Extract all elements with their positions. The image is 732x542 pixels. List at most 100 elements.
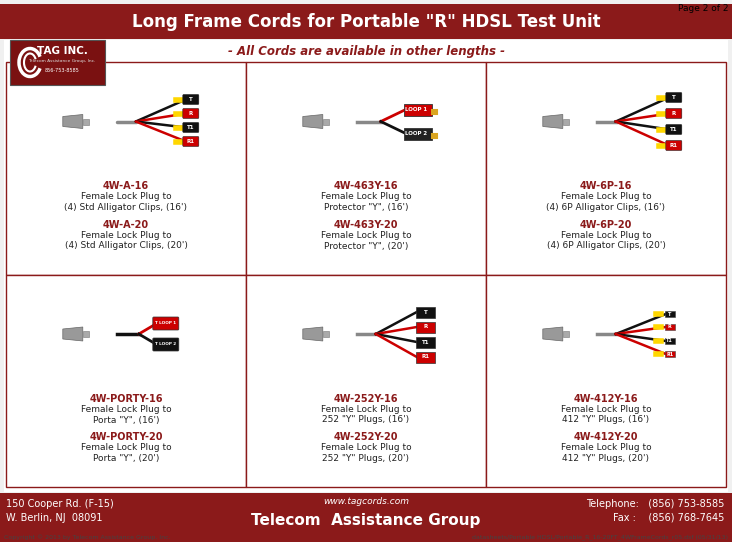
Text: Female Lock Plug to: Female Lock Plug to (561, 192, 651, 201)
Text: Female Lock Plug to: Female Lock Plug to (81, 443, 171, 452)
Text: Female Lock Plug to: Female Lock Plug to (561, 443, 651, 452)
Text: Page 2 of 2: Page 2 of 2 (678, 4, 728, 13)
Text: R: R (424, 325, 428, 330)
Text: Female Lock Plug to: Female Lock Plug to (321, 443, 411, 452)
FancyBboxPatch shape (183, 122, 199, 132)
Text: 150 Cooper Rd. (F-15): 150 Cooper Rd. (F-15) (6, 499, 113, 509)
Text: R: R (668, 325, 672, 330)
Text: Porta "Y", (16'): Porta "Y", (16') (93, 416, 160, 424)
Text: (4) Std Alligator Clips, (20'): (4) Std Alligator Clips, (20') (64, 242, 187, 250)
Bar (83, 331, 89, 337)
Bar (4, 40, 728, 492)
Polygon shape (303, 327, 323, 341)
Bar (486, 274, 726, 487)
FancyBboxPatch shape (665, 311, 675, 317)
Text: 252 "Y" Plugs, (16'): 252 "Y" Plugs, (16') (322, 416, 410, 424)
Text: 4W-412Y-16: 4W-412Y-16 (574, 393, 638, 403)
Bar (0, 493, 732, 542)
Text: T1: T1 (422, 339, 430, 345)
Text: T: T (668, 312, 671, 317)
Text: 4W-412Y-20: 4W-412Y-20 (574, 432, 638, 442)
Text: Telecom Assistance Group, Inc.: Telecom Assistance Group, Inc. (29, 59, 96, 63)
FancyBboxPatch shape (417, 321, 436, 332)
Bar (563, 119, 569, 125)
Text: R: R (672, 111, 676, 116)
Bar (486, 62, 726, 274)
FancyBboxPatch shape (417, 352, 436, 363)
Bar (563, 331, 569, 337)
Polygon shape (303, 114, 323, 128)
Text: 412 "Y" Plugs, (20'): 412 "Y" Plugs, (20') (562, 454, 649, 463)
FancyBboxPatch shape (404, 104, 432, 115)
Text: (4) 6P Alligator Clips, (20'): (4) 6P Alligator Clips, (20') (547, 242, 665, 250)
FancyBboxPatch shape (153, 317, 179, 330)
Text: 4W-252Y-20: 4W-252Y-20 (334, 432, 398, 442)
Bar (83, 119, 89, 125)
Bar (10, 40, 105, 85)
Text: Female Lock Plug to: Female Lock Plug to (321, 404, 411, 414)
FancyBboxPatch shape (417, 337, 436, 347)
FancyBboxPatch shape (666, 125, 681, 134)
Text: www.tagcords.com: www.tagcords.com (323, 498, 409, 507)
Polygon shape (543, 114, 563, 128)
Text: 4W-463Y-16: 4W-463Y-16 (334, 181, 398, 191)
Polygon shape (63, 327, 83, 341)
FancyBboxPatch shape (153, 338, 179, 351)
Text: T LOOP 2: T LOOP 2 (155, 342, 176, 346)
FancyBboxPatch shape (665, 338, 675, 344)
Bar (323, 331, 329, 337)
Text: 252 "Y" Plugs, (20'): 252 "Y" Plugs, (20') (323, 454, 409, 463)
Text: Telecom  Assistance Group: Telecom Assistance Group (251, 513, 481, 527)
Text: 4W-A-16: 4W-A-16 (103, 181, 149, 191)
Text: LOOP 1: LOOP 1 (405, 107, 427, 112)
Text: T1: T1 (670, 127, 678, 132)
FancyBboxPatch shape (666, 108, 681, 119)
Text: 412 "Y" Plugs, (16'): 412 "Y" Plugs, (16') (562, 416, 649, 424)
Text: 4W-6P-16: 4W-6P-16 (580, 181, 632, 191)
Text: Protector "Y", (20'): Protector "Y", (20') (324, 242, 408, 250)
FancyBboxPatch shape (665, 351, 675, 357)
Text: 856-753-8585: 856-753-8585 (45, 68, 79, 74)
Text: datasheets/Portable HDSL/Portable_R_16-20FT_4WFrameCords_r05.dsf (05/31/13): datasheets/Portable HDSL/Portable_R_16-2… (472, 534, 728, 540)
Text: TAG INC.: TAG INC. (37, 46, 87, 56)
FancyBboxPatch shape (417, 306, 436, 318)
Text: T: T (672, 95, 676, 100)
Bar (6, 62, 246, 274)
Text: Female Lock Plug to: Female Lock Plug to (321, 230, 411, 240)
Text: R1: R1 (187, 139, 195, 144)
Text: Long Frame Cords for Portable "R" HDSL Test Unit: Long Frame Cords for Portable "R" HDSL T… (132, 13, 600, 31)
Text: Female Lock Plug to: Female Lock Plug to (81, 230, 171, 240)
Text: T: T (189, 97, 193, 102)
Text: T1: T1 (187, 125, 195, 130)
Text: - All Cords are available in other lengths -: - All Cords are available in other lengt… (228, 46, 504, 59)
Text: 4W-PORTY-16: 4W-PORTY-16 (89, 393, 163, 403)
Bar (6, 274, 246, 487)
Text: W. Berlin, NJ  08091: W. Berlin, NJ 08091 (6, 513, 102, 523)
Text: Telephone:   (856) 753-8585: Telephone: (856) 753-8585 (586, 499, 724, 509)
Text: LOOP 2: LOOP 2 (405, 131, 427, 136)
Text: Female Lock Plug to: Female Lock Plug to (81, 404, 171, 414)
Text: Female Lock Plug to: Female Lock Plug to (81, 192, 171, 201)
Bar (246, 274, 486, 487)
FancyBboxPatch shape (666, 140, 681, 151)
FancyBboxPatch shape (183, 108, 199, 119)
FancyBboxPatch shape (183, 94, 199, 105)
Text: (4) 6P Alligator Clips, (16'): (4) 6P Alligator Clips, (16') (547, 203, 665, 212)
FancyBboxPatch shape (404, 127, 432, 139)
FancyBboxPatch shape (665, 324, 675, 330)
Text: 4W-A-20: 4W-A-20 (103, 220, 149, 229)
Bar (323, 119, 329, 125)
Text: R1: R1 (422, 354, 430, 359)
Text: Protector "Y", (16'): Protector "Y", (16') (324, 203, 408, 212)
Text: T: T (424, 309, 427, 314)
Text: Porta "Y", (20'): Porta "Y", (20') (93, 454, 159, 463)
Text: (4) Std Alligator Clips, (16'): (4) Std Alligator Clips, (16') (64, 203, 187, 212)
Text: Female Lock Plug to: Female Lock Plug to (561, 404, 651, 414)
Polygon shape (63, 114, 83, 128)
Text: R1: R1 (670, 143, 678, 148)
Text: Female Lock Plug to: Female Lock Plug to (561, 230, 651, 240)
Text: 4W-252Y-16: 4W-252Y-16 (334, 393, 398, 403)
Text: T LOOP 1: T LOOP 1 (155, 321, 176, 325)
Text: 4W-463Y-20: 4W-463Y-20 (334, 220, 398, 229)
Bar (0, 4, 732, 39)
